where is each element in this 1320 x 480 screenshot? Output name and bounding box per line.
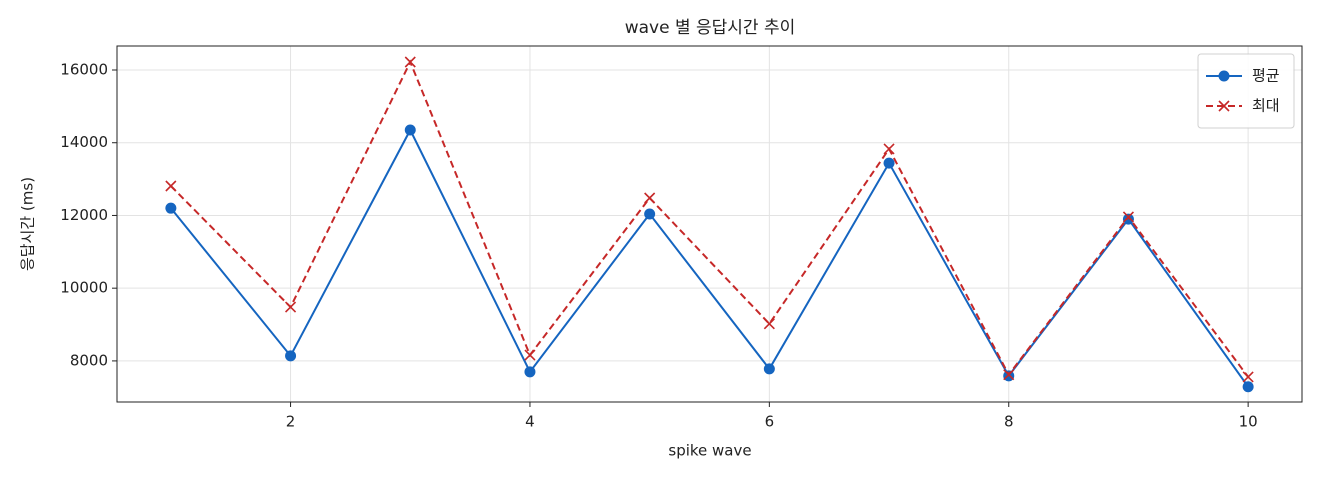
marker [284,301,297,313]
y-tick-label: 10000 [60,279,108,297]
y-tick-label: 14000 [60,133,108,151]
marker [404,124,416,136]
marker [1242,371,1254,383]
x-tick-label: 10 [1239,413,1258,431]
legend-box [1197,53,1295,129]
marker [165,202,177,214]
legend-label: 최대 [1252,97,1280,115]
y-tick-label: 12000 [60,206,108,224]
marker [285,350,297,362]
marker [644,208,656,220]
legend-label: 평균 [1252,67,1280,85]
marker [1122,213,1134,225]
marker [644,192,656,204]
marker [1122,211,1135,223]
marker [883,143,895,155]
y-tick-label: 16000 [60,61,108,79]
marker [763,318,775,330]
y-tick-label: 8000 [70,351,108,369]
x-tick-label: 8 [1004,413,1014,431]
x-tick-label: 2 [286,413,296,431]
plot-frame [116,45,1303,403]
marker [883,157,895,169]
marker [524,349,536,361]
marker [404,56,416,68]
marker [1003,369,1015,381]
line [170,127,1249,388]
marker [524,366,536,378]
marker [1242,381,1254,393]
x-tick-label: 6 [765,413,775,431]
marker [165,180,177,192]
marker [1218,100,1230,112]
chart-title: wave 별 응답시간 추이 [625,18,796,38]
x-axis-label: spike wave [668,442,751,460]
marker [1218,70,1230,82]
y-axis-label: 응답시간 (ms) [19,177,37,271]
line [170,59,1249,378]
marker [763,363,775,375]
x-tick-label: 4 [525,413,535,431]
